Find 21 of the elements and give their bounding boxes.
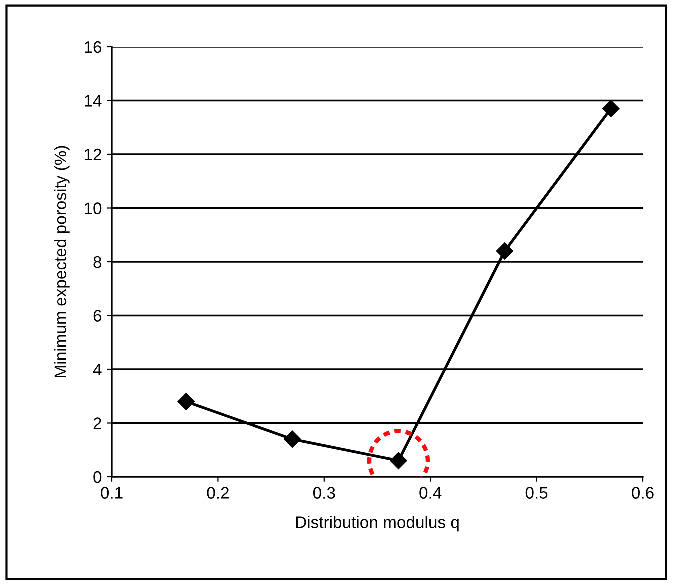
x-tick-label: 0.6 [632,487,654,499]
x-tick-label: 0.2 [207,487,229,499]
point [602,100,620,118]
y-tick-label: 2 [94,418,102,430]
point [496,242,514,260]
y-tick-label: 16 [85,41,102,54]
x-tick-label: 0.3 [313,487,336,499]
y-tick-label: 14 [85,95,102,107]
y-tick-label: 4 [93,364,102,376]
y-tick-label: 10 [85,202,102,214]
point [178,393,195,410]
x-tick-label: 0.1 [101,487,123,499]
y-tick-label: 0 [94,471,102,484]
x-tick-label: 0.4 [420,487,442,499]
y-tick-label: 6 [94,310,102,322]
y-axis-title: Minimum expected porosity (%) [54,146,70,378]
y-tick-label: 12 [85,148,102,161]
x-tick-label: 0.5 [526,487,548,499]
y-tick-label: 8 [94,256,102,268]
point [284,430,302,448]
x-axis-title: Distribution modulus q [296,516,459,532]
